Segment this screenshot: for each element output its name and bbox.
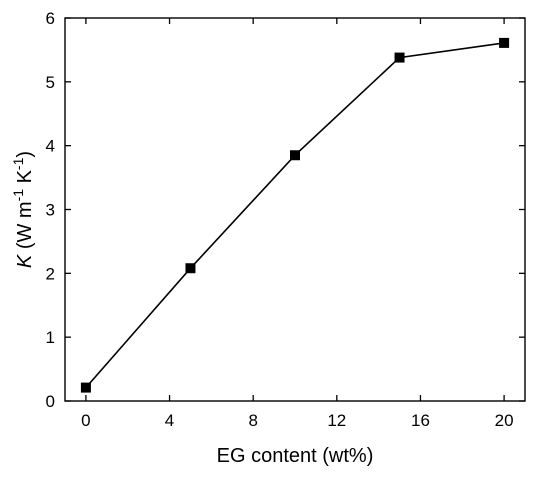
data-points	[80, 37, 510, 393]
y-axis-unit-exponent-2: -1	[10, 157, 26, 170]
y-tick-label-4: 4	[46, 137, 55, 156]
x-axis-title: EG content (wt%)	[217, 445, 374, 467]
y-tick-label-6: 6	[46, 9, 55, 28]
y-tick-label-2: 2	[46, 264, 55, 283]
y-axis-title: K (W m-1 K-1)	[10, 151, 36, 268]
y-axis-symbol: K	[14, 253, 36, 268]
x-tick-label-5: 20	[495, 411, 514, 430]
x-tick-label-4: 16	[411, 411, 430, 430]
y-tick-label-0: 0	[46, 392, 55, 411]
y-tick-label-3: 3	[46, 201, 55, 220]
y-axis-unit-exponent-1: -1	[10, 189, 26, 202]
x-tick-label-1: 4	[165, 411, 174, 430]
data-point-4	[499, 37, 510, 48]
x-tick-label-0: 0	[81, 411, 90, 430]
plot-frame	[64, 17, 526, 402]
y-axis-unit-mid: K	[14, 169, 36, 189]
y-axis-unit-close: )	[14, 151, 36, 158]
data-point-0	[80, 382, 91, 393]
y-axis-unit-open: (W m	[14, 201, 36, 254]
y-tick-label-5: 5	[46, 73, 55, 92]
data-point-2	[290, 150, 300, 161]
data-point-1	[185, 263, 196, 274]
x-axis-ticks: 0 4 8 12 16 20	[81, 18, 514, 430]
series-line	[85, 42, 505, 389]
y-axis-ticks: 0 1 2 3 4 5 6	[46, 9, 525, 411]
y-tick-label-1: 1	[46, 328, 55, 347]
x-tick-label-2: 8	[248, 411, 257, 430]
data-point-3	[394, 52, 405, 63]
x-tick-label-3: 12	[327, 411, 346, 430]
